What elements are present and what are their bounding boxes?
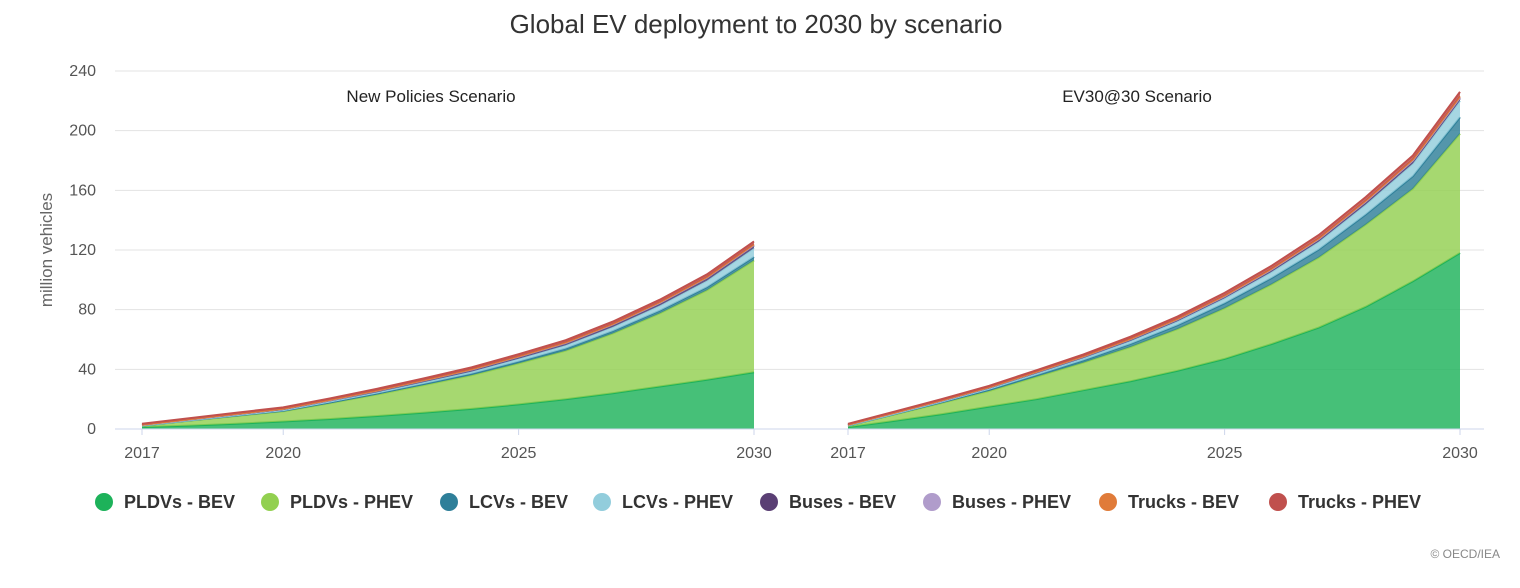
- panel-title: New Policies Scenario: [346, 87, 515, 106]
- legend-label: LCVs - PHEV: [622, 492, 733, 512]
- x-tick-label: 2030: [736, 445, 772, 462]
- legend: PLDVs - BEV PLDVs - PHEV LCVs - BEV LCVs - …: [95, 492, 1421, 512]
- y-tick-label: 160: [69, 182, 96, 199]
- series-line-trucks-phev: [847, 91, 1461, 425]
- area-pldvs-phev: [142, 260, 754, 428]
- legend-label: PLDVs - BEV: [124, 492, 235, 512]
- y-axis-label: million vehicles: [37, 193, 56, 307]
- y-tick-label: 80: [78, 302, 96, 319]
- y-tick-label: 0: [87, 421, 96, 438]
- panel-title: EV30@30 Scenario: [1062, 87, 1212, 106]
- legend-label: LCVs - BEV: [469, 492, 568, 512]
- credit-text: © OECD/IEA: [1430, 547, 1500, 561]
- legend-item[interactable]: PLDVs - PHEV: [261, 492, 413, 512]
- area-layer: [141, 91, 1461, 429]
- y-tick-label: 40: [78, 361, 96, 378]
- axis-layer: 0 40 80 120 160 200 240 New Policies Scenario 20…: [69, 63, 1484, 462]
- y-tick-label: 120: [69, 242, 96, 259]
- legend-marker: [261, 493, 279, 511]
- y-tick-label: 240: [69, 63, 96, 80]
- x-tick-label: 2020: [971, 445, 1007, 462]
- legend-marker: [593, 493, 611, 511]
- area-pldvs-bev: [848, 253, 1460, 429]
- panel-areas: [141, 240, 755, 429]
- x-tick-label: 2020: [265, 445, 301, 462]
- x-tick-label: 2025: [501, 445, 537, 462]
- legend-marker: [1269, 493, 1287, 511]
- legend-item[interactable]: Buses - PHEV: [923, 492, 1071, 512]
- area-pldvs-phev: [848, 133, 1460, 428]
- legend-item[interactable]: Buses - BEV: [760, 492, 896, 512]
- legend-item[interactable]: PLDVs - BEV: [95, 492, 235, 512]
- chart-title: Global EV deployment to 2030 by scenario: [510, 9, 1003, 39]
- legend-item[interactable]: LCVs - BEV: [440, 492, 568, 512]
- y-tick-label: 200: [69, 123, 96, 140]
- x-tick-label: 2030: [1442, 445, 1478, 462]
- panel-areas: [847, 91, 1461, 429]
- legend-item[interactable]: Trucks - BEV: [1099, 492, 1239, 512]
- legend-marker: [760, 493, 778, 511]
- legend-item[interactable]: Trucks - PHEV: [1269, 492, 1421, 512]
- legend-label: Buses - PHEV: [952, 492, 1071, 512]
- x-tick-label: 2025: [1207, 445, 1243, 462]
- legend-label: Buses - BEV: [789, 492, 896, 512]
- legend-label: Trucks - PHEV: [1298, 492, 1421, 512]
- x-tick-label: 2017: [124, 445, 160, 462]
- legend-label: Trucks - BEV: [1128, 492, 1239, 512]
- legend-label: PLDVs - PHEV: [290, 492, 413, 512]
- area-pldvs-bev: [142, 372, 754, 429]
- series-line-trucks-phev: [141, 240, 755, 425]
- legend-marker: [1099, 493, 1117, 511]
- legend-marker: [923, 493, 941, 511]
- legend-marker: [440, 493, 458, 511]
- legend-marker: [95, 493, 113, 511]
- legend-item[interactable]: LCVs - PHEV: [593, 492, 733, 512]
- x-tick-label: 2017: [830, 445, 866, 462]
